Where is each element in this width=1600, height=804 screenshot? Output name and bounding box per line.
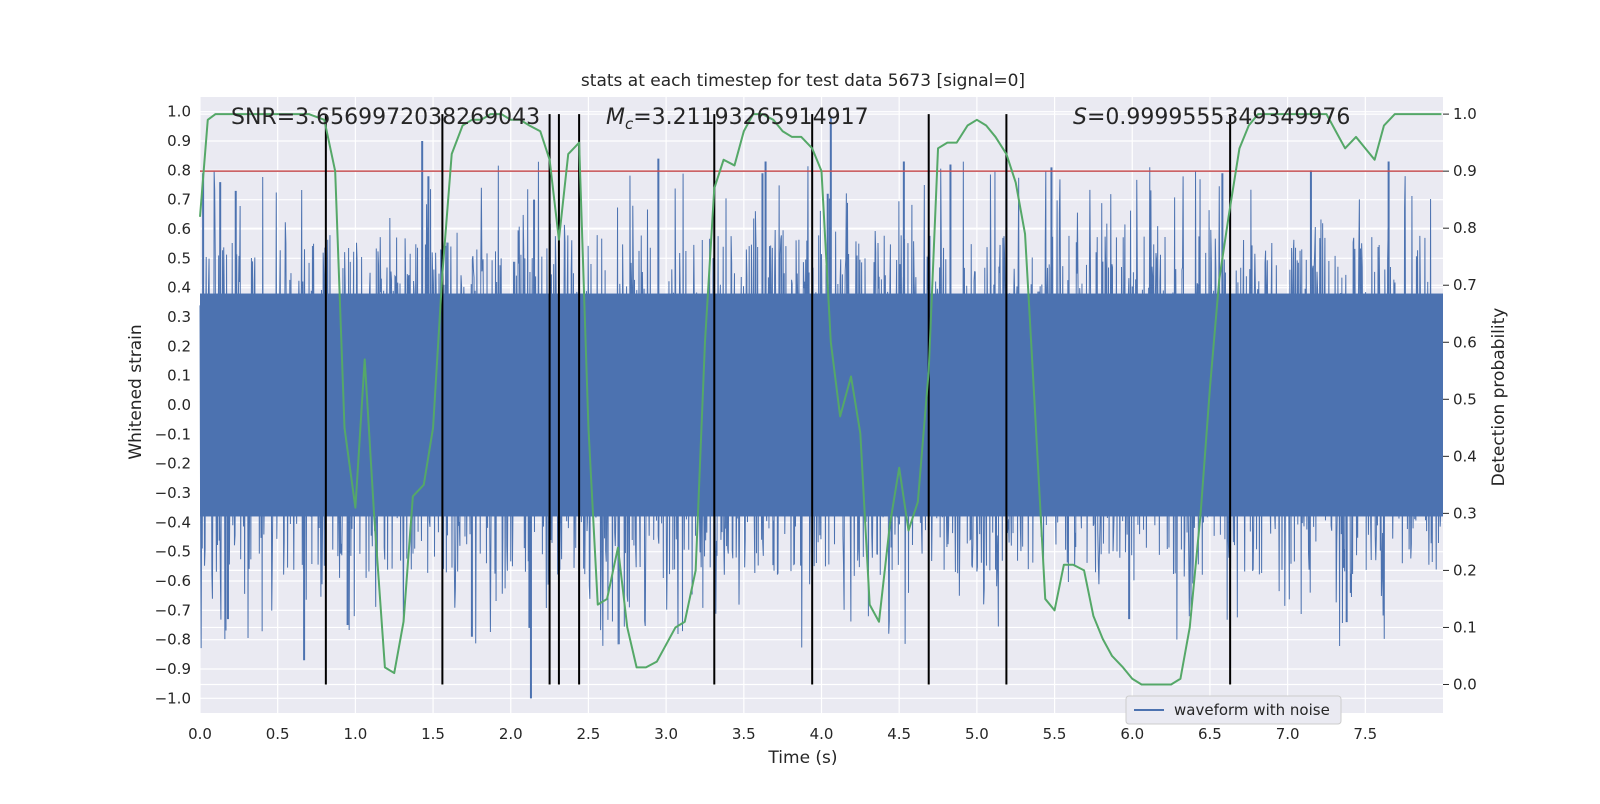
y-left-tick-label: 0.0 bbox=[167, 396, 191, 414]
y-left-tick-label: 0.6 bbox=[167, 220, 191, 238]
y-left-tick-label: −0.6 bbox=[155, 572, 191, 590]
probability-line bbox=[199, 113, 1442, 686]
annotation-mc-value: =3.21193265914917 bbox=[633, 105, 868, 130]
y-left-tick-label: 0.1 bbox=[167, 367, 191, 385]
legend: waveform with noise bbox=[1125, 695, 1342, 725]
x-axis-label: Time (s) bbox=[767, 748, 837, 768]
x-tick-label: 7.5 bbox=[1353, 725, 1377, 743]
x-tick-label: 5.0 bbox=[965, 725, 989, 743]
y-left-tick-label: 0.3 bbox=[167, 308, 191, 326]
y-right-tick-label: 1.0 bbox=[1453, 105, 1477, 123]
legend-box bbox=[1125, 695, 1342, 725]
y-right-tick-label: 0.0 bbox=[1453, 675, 1477, 693]
y-left-tick-label: 0.9 bbox=[167, 132, 191, 150]
y-left-tick-label: 1.0 bbox=[167, 103, 191, 121]
y-right-tick-label: 0.2 bbox=[1453, 561, 1477, 579]
y-left-tick-label: −0.2 bbox=[155, 455, 191, 473]
y-left-tick-label: −0.5 bbox=[155, 543, 191, 561]
x-tick-label: 3.5 bbox=[732, 725, 756, 743]
x-tick-label: 0.0 bbox=[188, 725, 212, 743]
annotation-mc: Mc=3.21193265914917 bbox=[606, 105, 869, 133]
x-tick-label: 4.0 bbox=[810, 725, 834, 743]
y-left-tick-label: −0.1 bbox=[155, 425, 191, 443]
chart-title: stats at each timestep for test data 567… bbox=[581, 71, 1025, 91]
y-axis-label-left: Whitened strain bbox=[126, 324, 146, 459]
probability-series bbox=[199, 113, 1442, 686]
x-tick-label: 2.5 bbox=[577, 725, 601, 743]
y-left-tick-label: −0.4 bbox=[155, 513, 191, 531]
x-tick-label: 6.5 bbox=[1198, 725, 1222, 743]
annotation-mc-symbol: M bbox=[606, 105, 625, 130]
vertical-lines bbox=[324, 114, 1232, 685]
y-left-tick-label: −0.3 bbox=[155, 484, 191, 502]
y-left-tick-label: −0.8 bbox=[155, 631, 191, 649]
annotation-mc-subscript: c bbox=[625, 115, 634, 133]
y-right-tick-label: 0.9 bbox=[1453, 162, 1477, 180]
y-left-tick-label: −0.9 bbox=[155, 660, 191, 678]
annotation-snr: SNR=3.6569972038269043 bbox=[231, 105, 540, 130]
x-tick-label: 5.5 bbox=[1043, 725, 1067, 743]
waveform-core-band bbox=[200, 293, 1443, 517]
x-tick-label: 1.5 bbox=[421, 725, 445, 743]
y-right-tick-label: 0.6 bbox=[1453, 333, 1477, 351]
y-axis-label-right: Detection probability bbox=[1489, 308, 1509, 487]
legend-entry-waveform: waveform with noise bbox=[1174, 701, 1330, 719]
y-left-tick-label: −1.0 bbox=[155, 689, 191, 707]
annotation-s-value: =0.9999555349349976 bbox=[1087, 105, 1350, 130]
y-right-tick-label: 0.7 bbox=[1453, 276, 1477, 294]
y-right-tick-label: 0.4 bbox=[1453, 447, 1477, 465]
tick-labels: 0.0 0.5 1.0 1.5 2.0 2.5 3.0 3.5 4.0 4.5 5.0 5.5 6.0 6… bbox=[155, 103, 1477, 743]
y-left-tick-label: −0.7 bbox=[155, 601, 191, 619]
x-tick-label: 1.0 bbox=[343, 725, 367, 743]
y-left-tick-label: 0.4 bbox=[167, 279, 191, 297]
y-right-tick-label: 0.1 bbox=[1453, 618, 1477, 636]
x-tick-label: 3.0 bbox=[654, 725, 678, 743]
y-right-tick-label: 0.8 bbox=[1453, 219, 1477, 237]
y-left-tick-label: 0.7 bbox=[167, 191, 191, 209]
x-tick-label: 7.0 bbox=[1276, 725, 1300, 743]
annotation-s: S=0.9999555349349976 bbox=[1073, 105, 1350, 130]
y-right-tick-label: 0.5 bbox=[1453, 390, 1477, 408]
y-left-tick-label: 0.8 bbox=[167, 161, 191, 179]
annotation-s-symbol: S bbox=[1073, 105, 1087, 130]
x-tick-label: 2.0 bbox=[499, 725, 523, 743]
y-left-tick-label: 0.2 bbox=[167, 337, 191, 355]
x-tick-label: 0.5 bbox=[266, 725, 290, 743]
x-tick-label: 6.0 bbox=[1120, 725, 1144, 743]
x-tick-label: 4.5 bbox=[887, 725, 911, 743]
y-left-tick-label: 0.5 bbox=[167, 249, 191, 267]
y-right-tick-label: 0.3 bbox=[1453, 504, 1477, 522]
